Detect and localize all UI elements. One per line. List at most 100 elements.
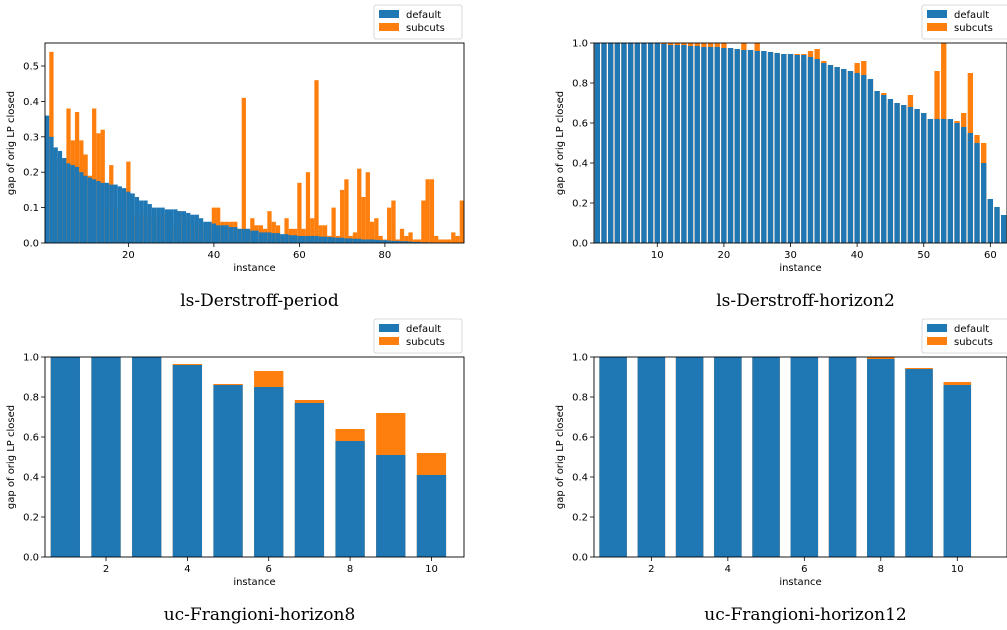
bar-default: [62, 158, 67, 243]
bar-default: [627, 43, 634, 243]
bar-default: [220, 225, 225, 243]
bar-default: [961, 127, 967, 243]
bar-default: [861, 75, 867, 243]
x-tick-label: 10: [951, 564, 964, 575]
bar-default: [275, 233, 281, 243]
legend-swatch-default: [379, 324, 399, 332]
panel-caption: ls-Derstroff-horizon2: [716, 291, 895, 311]
y-tick-label: 0.6: [572, 433, 588, 444]
bar-default: [408, 241, 413, 243]
bar-default: [594, 43, 600, 243]
bar-default: [754, 51, 760, 243]
bar-default: [70, 165, 75, 243]
bar-default: [974, 143, 980, 243]
axes-frame: [593, 356, 1007, 558]
bar-subcuts: [267, 211, 272, 243]
y-tick-label: 0.1: [23, 203, 39, 214]
bar-default: [947, 119, 954, 243]
bars-group: [594, 43, 1007, 243]
bar-default: [747, 50, 754, 243]
y-tick-label: 0.6: [23, 433, 39, 444]
bar-default: [967, 133, 974, 243]
bar-default: [927, 119, 934, 243]
bar-default: [87, 177, 93, 243]
bar-default: [104, 182, 110, 243]
bar-default: [637, 357, 666, 557]
legend-swatch-default: [927, 10, 947, 18]
x-tick-label: 40: [208, 250, 221, 261]
x-tick-label: 4: [725, 564, 731, 575]
y-tick-label: 0.4: [23, 97, 39, 108]
bar-default: [211, 223, 217, 243]
bar-default: [280, 234, 285, 243]
bar-default: [647, 43, 654, 243]
bar-default: [74, 166, 80, 243]
bar-default: [352, 238, 358, 243]
bar-default: [675, 357, 704, 557]
chart-panel-4: 0.0 0.2 0.4 0.6 0.8 1.0 2 4 6 8 10 instance gap of o…: [555, 318, 1007, 625]
x-tick-label: 10: [651, 250, 664, 261]
bar-default: [404, 241, 409, 243]
bar-subcuts: [318, 225, 323, 243]
bar-default: [599, 357, 627, 557]
bar-default: [667, 45, 674, 243]
bar-default: [288, 235, 293, 243]
x-tick-label: 6: [801, 564, 807, 575]
x-tick-label: 80: [379, 250, 392, 261]
bar-default: [147, 204, 152, 243]
bar-subcuts: [365, 172, 370, 243]
bar-default: [151, 207, 157, 243]
y-tick-label: 0.6: [572, 119, 588, 130]
bar-default: [787, 54, 794, 243]
x-tick-label: 20: [718, 250, 731, 261]
bar-default: [237, 228, 242, 243]
bar-default: [117, 186, 122, 243]
bar-subcuts: [425, 179, 430, 243]
bar-default: [254, 230, 259, 243]
bar-default: [121, 188, 127, 243]
bar-default: [263, 232, 268, 243]
legend-label-subcuts: subcuts: [954, 23, 993, 34]
bar-subcuts: [416, 239, 422, 243]
bar-default: [774, 53, 780, 243]
bar-default: [297, 235, 302, 243]
bar-default: [391, 240, 396, 243]
bar-default: [721, 48, 727, 243]
bar-default: [601, 43, 607, 243]
bar-default: [190, 214, 195, 243]
bar-default: [767, 52, 774, 243]
y-tick-label: 0.4: [572, 159, 588, 170]
bar-default: [357, 238, 362, 243]
legend-label-default: default: [954, 324, 989, 335]
bar-default: [164, 209, 169, 243]
bar-default: [207, 221, 212, 243]
bar-default: [96, 181, 101, 243]
bar-default: [310, 235, 315, 243]
legend: default subcuts: [921, 4, 1007, 40]
bar-default: [727, 48, 734, 243]
legend-swatch-subcuts: [927, 337, 947, 345]
bar-default: [271, 233, 276, 243]
bars-group: [45, 51, 464, 243]
bar-subcuts: [446, 239, 452, 243]
bar-default: [901, 105, 907, 243]
bar-default: [654, 43, 660, 243]
x-axis-label: instance: [233, 577, 275, 588]
bar-default: [943, 385, 972, 557]
bar-subcuts: [378, 235, 383, 243]
x-tick-label: 50: [917, 250, 930, 261]
bar-default: [374, 239, 379, 243]
bar-default: [934, 119, 940, 243]
bar-default: [241, 228, 246, 243]
bar-default: [213, 385, 243, 557]
x-axis-label: instance: [233, 263, 275, 274]
bar-default: [113, 184, 118, 243]
bar-default: [284, 234, 289, 243]
bar-default: [216, 225, 221, 243]
y-axis-label: gap of orig LP closed: [555, 91, 566, 195]
y-tick-label: 1.0: [23, 353, 39, 364]
bar-default: [57, 150, 63, 243]
bar-default: [109, 184, 114, 243]
bar-subcuts: [451, 232, 456, 243]
